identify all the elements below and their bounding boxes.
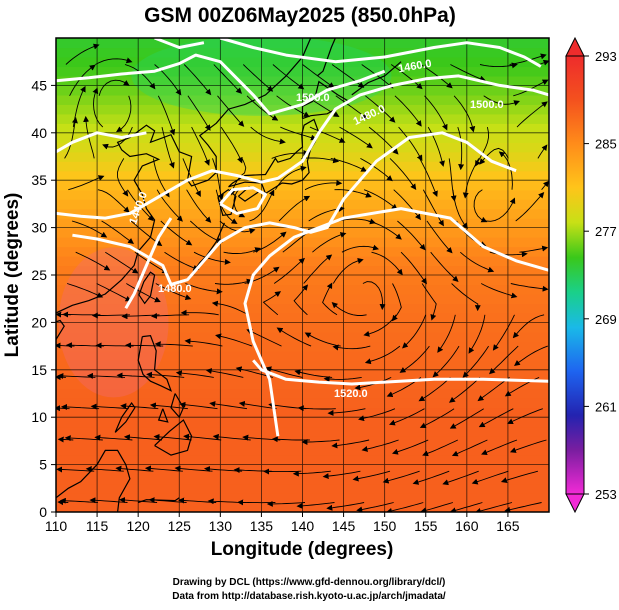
colorbar-top-arrow [566, 38, 584, 56]
y-tick-label: 10 [31, 409, 47, 425]
colorbar-tick-label: 253 [595, 487, 617, 502]
chart-title: GSM 00Z06May2025 (850.0hPa) [144, 4, 456, 27]
colorbar-tick-label: 293 [595, 49, 617, 64]
x-axis: 110 115 120 125 130 135 140 145 150 155 160 165 [45, 512, 520, 534]
y-tick-label: 20 [31, 314, 47, 330]
colorbar-tick-label: 261 [595, 399, 617, 414]
x-tick-label: 120 [126, 518, 150, 534]
y-tick-label: 25 [31, 267, 47, 283]
x-tick-label: 155 [414, 518, 438, 534]
x-tick-label: 125 [168, 518, 192, 534]
colorbar-tick-label: 285 [595, 137, 617, 152]
x-tick-label: 165 [496, 518, 520, 534]
colorbar-scale [566, 56, 584, 494]
y-tick-label: 35 [31, 172, 47, 188]
y-tick-label: 15 [31, 362, 47, 378]
y-axis: 0 5 10 15 20 25 30 35 40 45 [31, 77, 56, 520]
colorbar-bottom-arrow [566, 494, 584, 512]
colorbar-tick-label: 277 [595, 224, 617, 239]
contour-label: 1520.0 [334, 388, 368, 400]
y-tick-label: 0 [39, 504, 47, 520]
x-tick-label: 145 [332, 518, 356, 534]
x-tick-label: 150 [373, 518, 397, 534]
y-tick-label: 5 [39, 457, 47, 473]
x-tick-label: 160 [455, 518, 479, 534]
y-tick-label: 40 [31, 125, 47, 141]
contour-label: 1500.0 [470, 99, 504, 111]
source-text: Data from http://database.rish.kyoto-u.a… [172, 591, 446, 602]
contour-label: 1480.0 [158, 283, 192, 295]
credit-text: Drawing by DCL (https://www.gfd-dennou.o… [173, 577, 446, 588]
y-axis-title: Latitude (degrees) [2, 193, 23, 358]
colorbar: 293 285 277 269 261 253 [566, 38, 617, 512]
x-axis-title: Longitude (degrees) [211, 539, 394, 560]
y-tick-label: 30 [31, 220, 47, 236]
y-tick-label: 45 [31, 77, 47, 93]
x-tick-label: 135 [250, 518, 274, 534]
x-tick-label: 140 [291, 518, 315, 534]
x-tick-label: 130 [209, 518, 233, 534]
x-tick-label: 115 [86, 518, 109, 534]
colorbar-tick-label: 269 [595, 312, 617, 327]
x-tick-label: 110 [45, 518, 68, 534]
contour-label: 1500.0 [296, 92, 330, 104]
